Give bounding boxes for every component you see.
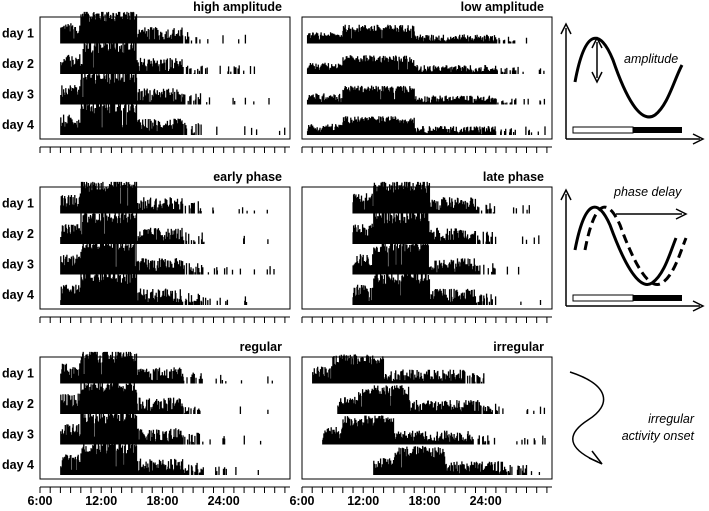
day-label: day 4 [2, 458, 34, 472]
x-axis-labels: 6:00 12:00 18:00 24:00 6:00 12:00 18:00 24:00 [27, 494, 501, 508]
activity-bars [60, 351, 273, 384]
x-tick-label: 18:00 [146, 494, 178, 508]
activity-bars [306, 85, 546, 105]
day-label: day 2 [2, 397, 34, 411]
activity-bars [60, 42, 256, 74]
panel-title: low amplitude [461, 0, 544, 14]
panel-frame [301, 356, 553, 480]
irregular-legend: irregular activity onset [569, 371, 695, 465]
actogram-panel: late phase [301, 170, 553, 323]
dark-bar [633, 127, 682, 133]
x-axis-ticks [39, 317, 286, 323]
panel-frame [301, 16, 553, 140]
activity-bars [352, 181, 530, 214]
activity-bars [352, 273, 542, 305]
phase-delay-legend: phase delay [560, 185, 705, 312]
day-label: day 3 [2, 428, 34, 442]
activity-bars [60, 412, 262, 445]
irregular-squiggle [569, 371, 605, 463]
panel-frame [39, 186, 291, 310]
day-label: day 4 [2, 288, 34, 302]
actogram-panels: high amplitude day 1 day 2 day 3 day 4 low am… [2, 0, 553, 493]
activity-bars [60, 443, 259, 475]
activity-bars [373, 445, 541, 475]
panel-title: late phase [483, 170, 544, 184]
x-axis-ticks [301, 487, 548, 493]
panel-frame [39, 16, 291, 140]
dark-bar [633, 295, 682, 301]
activity-bars [60, 382, 269, 414]
activity-bars [352, 212, 540, 244]
panel-frame [39, 356, 291, 480]
phase-wave-early [573, 205, 678, 286]
day-label: day 3 [2, 88, 34, 102]
activity-bars [60, 72, 270, 105]
x-axis-ticks [39, 147, 286, 153]
actogram-panel: regular day 1 day 2 day 3 day 4 [2, 340, 291, 493]
activity-bars [60, 212, 269, 244]
activity-bars [60, 103, 286, 135]
amplitude-label: amplitude [624, 52, 678, 66]
x-tick-label: 12:00 [347, 494, 379, 508]
x-tick-label: 18:00 [408, 494, 440, 508]
panel-title: regular [240, 340, 283, 354]
day-label: day 1 [2, 367, 34, 381]
actogram-panel: high amplitude day 1 day 2 day 3 day 4 [2, 0, 291, 153]
activity-bars [60, 11, 247, 44]
actogram-panel: early phase day 1 day 2 day 3 day 4 [2, 170, 291, 323]
light-bar [572, 294, 634, 302]
activity-bars [337, 385, 546, 414]
amplitude-legend: amplitude [560, 22, 705, 145]
panel-title: early phase [213, 170, 282, 184]
x-tick-label: 6:00 [27, 494, 52, 508]
irregular-label-line2: activity onset [622, 429, 695, 443]
panel-title: high amplitude [193, 0, 282, 14]
irregular-label-line1: irregular [648, 412, 695, 426]
x-tick-label: 24:00 [470, 494, 502, 508]
day-label: day 2 [2, 227, 34, 241]
x-tick-label: 6:00 [289, 494, 314, 508]
activity-bars [306, 55, 545, 74]
actogram-panel: low amplitude [301, 0, 553, 153]
panel-title: irregular [493, 340, 544, 354]
phase-delay-label: phase delay [613, 185, 682, 199]
day-label: day 1 [2, 27, 34, 41]
x-tick-label: 12:00 [85, 494, 117, 508]
activity-bars [306, 24, 528, 44]
amplitude-wave [573, 36, 684, 119]
activity-bars [306, 116, 546, 135]
day-label: day 2 [2, 57, 34, 71]
activity-bars [312, 354, 485, 384]
day-label: day 3 [2, 258, 34, 272]
activity-bars [322, 415, 546, 445]
activity-bars [352, 242, 520, 275]
phase-wave-late [583, 205, 688, 286]
activity-bars [60, 242, 275, 275]
day-label: day 1 [2, 197, 34, 211]
x-axis-ticks [301, 317, 548, 323]
x-tick-label: 24:00 [208, 494, 240, 508]
light-bar [572, 126, 634, 134]
x-axis-ticks [301, 147, 548, 153]
x-axis-ticks [39, 487, 286, 493]
activity-bars [60, 273, 248, 305]
actogram-panel: irregular [301, 340, 553, 493]
activity-bars [60, 181, 268, 214]
day-label: day 4 [2, 118, 34, 132]
